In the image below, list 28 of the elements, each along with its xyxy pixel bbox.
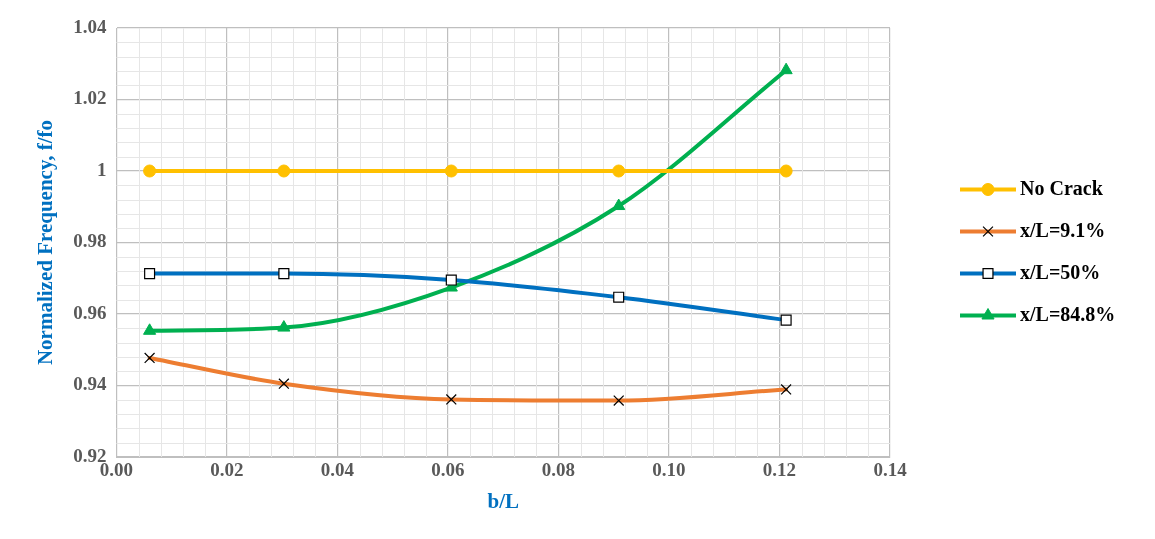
legend-label: x/L=9.1% xyxy=(1020,218,1106,241)
point xyxy=(612,198,626,211)
point xyxy=(779,164,793,178)
point xyxy=(612,164,626,178)
y-tick-label: 0.98 xyxy=(73,230,107,252)
x-tick-label: 0.02 xyxy=(210,459,244,481)
y-tick-label: 0.96 xyxy=(73,301,107,323)
x-tick-label: 0.06 xyxy=(431,459,465,481)
y-tick-label: 1.04 xyxy=(73,15,107,37)
y-tick-label: 1 xyxy=(96,158,107,180)
point xyxy=(779,62,793,75)
y-tick-label: 1.02 xyxy=(73,87,107,109)
legend-label: x/L=84.8% xyxy=(1020,302,1116,325)
x-tick-label: 0.04 xyxy=(320,459,355,481)
x-tick-label: 0.12 xyxy=(762,459,797,481)
point xyxy=(277,164,291,178)
x-axis-title: b/L xyxy=(487,488,519,513)
point xyxy=(444,164,458,178)
y-tick-label: 0.94 xyxy=(73,373,107,395)
point xyxy=(143,164,157,178)
legend-label: x/L=50% xyxy=(1020,260,1101,283)
y-axis-title: Normalized Frequency, f/fo xyxy=(33,119,58,366)
point xyxy=(143,323,157,335)
x-tick-label: 0.08 xyxy=(541,459,576,481)
point xyxy=(277,320,291,332)
x-tick-label: 0.14 xyxy=(873,459,908,481)
legend-label: No Crack xyxy=(1020,176,1104,199)
x-tick-label: 0.10 xyxy=(652,459,686,481)
